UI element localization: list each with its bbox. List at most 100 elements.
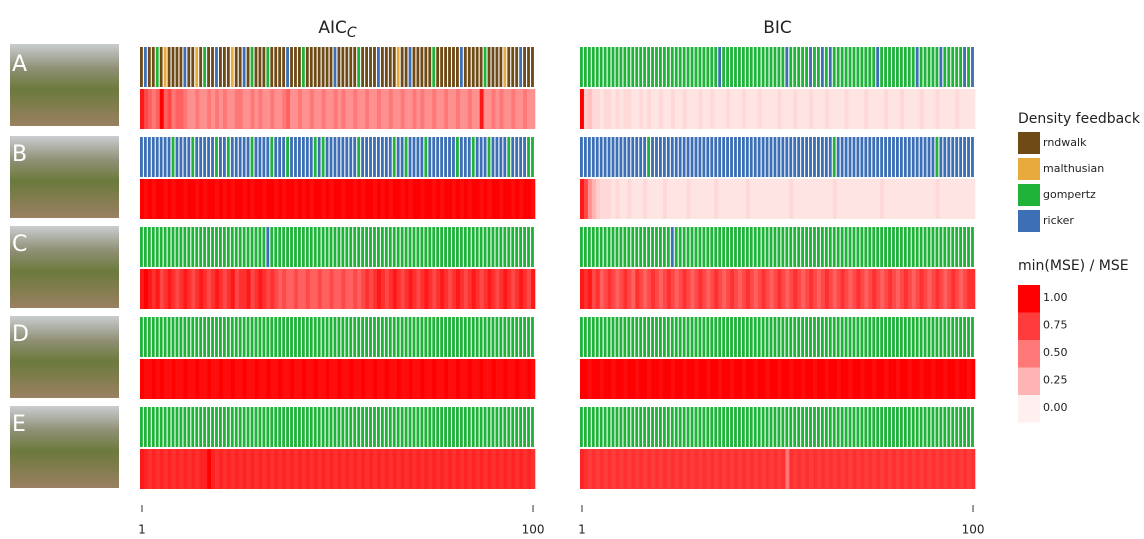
score-cell [920, 179, 924, 219]
model-stripe [448, 317, 451, 357]
model-stripe [527, 317, 530, 357]
score-cell [262, 269, 266, 309]
score-cell [829, 89, 833, 129]
score-cell [306, 449, 310, 489]
score-cell [592, 269, 596, 309]
score-cell [334, 89, 338, 129]
model-stripe [420, 137, 423, 177]
model-stripe [460, 137, 463, 177]
model-stripe [592, 407, 595, 447]
model-stripe [211, 317, 214, 357]
score-cell [456, 269, 460, 309]
model-stripe [928, 47, 931, 87]
score-cell [730, 89, 734, 129]
score-cell [584, 89, 588, 129]
model-stripe [904, 407, 907, 447]
model-stripe [476, 137, 479, 177]
model-stripe [349, 317, 352, 357]
model-stripe [880, 227, 883, 267]
score-cell [420, 359, 424, 399]
score-cell [580, 449, 584, 489]
score-cell [302, 449, 306, 489]
model-stripe [939, 317, 942, 357]
model-stripe [825, 317, 828, 357]
model-stripe [286, 227, 289, 267]
model-stripe [440, 47, 443, 87]
score-cell [620, 179, 624, 219]
score-cell [452, 89, 456, 129]
score-cell [730, 359, 734, 399]
score-cell [266, 449, 270, 489]
model-stripe [302, 47, 305, 87]
score-cell [651, 179, 655, 219]
model-stripe [259, 317, 262, 357]
score-cell [361, 269, 365, 309]
model-stripe [924, 227, 927, 267]
model-stripe [314, 137, 317, 177]
score-cell [152, 449, 156, 489]
model-stripe [730, 47, 733, 87]
score-cell [243, 359, 247, 399]
model-stripe [428, 47, 431, 87]
model-stripe [947, 47, 950, 87]
score-cell [243, 89, 247, 129]
score-cell [334, 179, 338, 219]
score-cell [734, 269, 738, 309]
score-cell [868, 449, 872, 489]
model-stripe [781, 137, 784, 177]
score-cell [515, 359, 519, 399]
model-stripe [417, 227, 420, 267]
model-stripe [164, 407, 167, 447]
model-stripe [353, 317, 356, 357]
model-stripe [955, 407, 958, 447]
score-cell [496, 269, 500, 309]
score-cell [943, 179, 947, 219]
score-cell [884, 359, 888, 399]
model-stripe [420, 317, 423, 357]
model-stripe [880, 407, 883, 447]
score-cell [785, 359, 789, 399]
model-stripe [778, 227, 781, 267]
score-cell [710, 89, 714, 129]
model-stripe [148, 317, 151, 357]
score-cell [592, 359, 596, 399]
score-cell [531, 269, 535, 309]
model-stripe [484, 47, 487, 87]
score-cell [837, 89, 841, 129]
model-stripe [876, 47, 879, 87]
model-stripe [959, 47, 962, 87]
score-cell [639, 449, 643, 489]
score-cell [789, 449, 793, 489]
score-cell [967, 359, 971, 399]
score-cell [519, 269, 523, 309]
model-stripe [156, 227, 159, 267]
score-cell [714, 449, 718, 489]
model-stripe [600, 317, 603, 357]
score-cell [928, 269, 932, 309]
model-stripe [860, 407, 863, 447]
model-stripe [468, 47, 471, 87]
score-cell [734, 179, 738, 219]
model-stripe [947, 227, 950, 267]
score-cell [900, 449, 904, 489]
model-stripe [920, 407, 923, 447]
x-tick-label: 1 [578, 523, 586, 537]
score-cell [164, 269, 168, 309]
model-stripe [963, 317, 966, 357]
score-cell [647, 269, 651, 309]
score-cell [955, 179, 959, 219]
score-cell [460, 179, 464, 219]
score-cell [754, 359, 758, 399]
score-cell [932, 359, 936, 399]
model-stripe [199, 227, 202, 267]
model-stripe [531, 317, 534, 357]
score-cell [444, 359, 448, 399]
model-stripe [302, 407, 305, 447]
score-cell [710, 359, 714, 399]
model-stripe [322, 227, 325, 267]
score-cell [183, 359, 187, 399]
score-cell [853, 359, 857, 399]
model-stripe [140, 227, 143, 267]
model-stripe [523, 137, 526, 177]
model-stripe [726, 407, 729, 447]
